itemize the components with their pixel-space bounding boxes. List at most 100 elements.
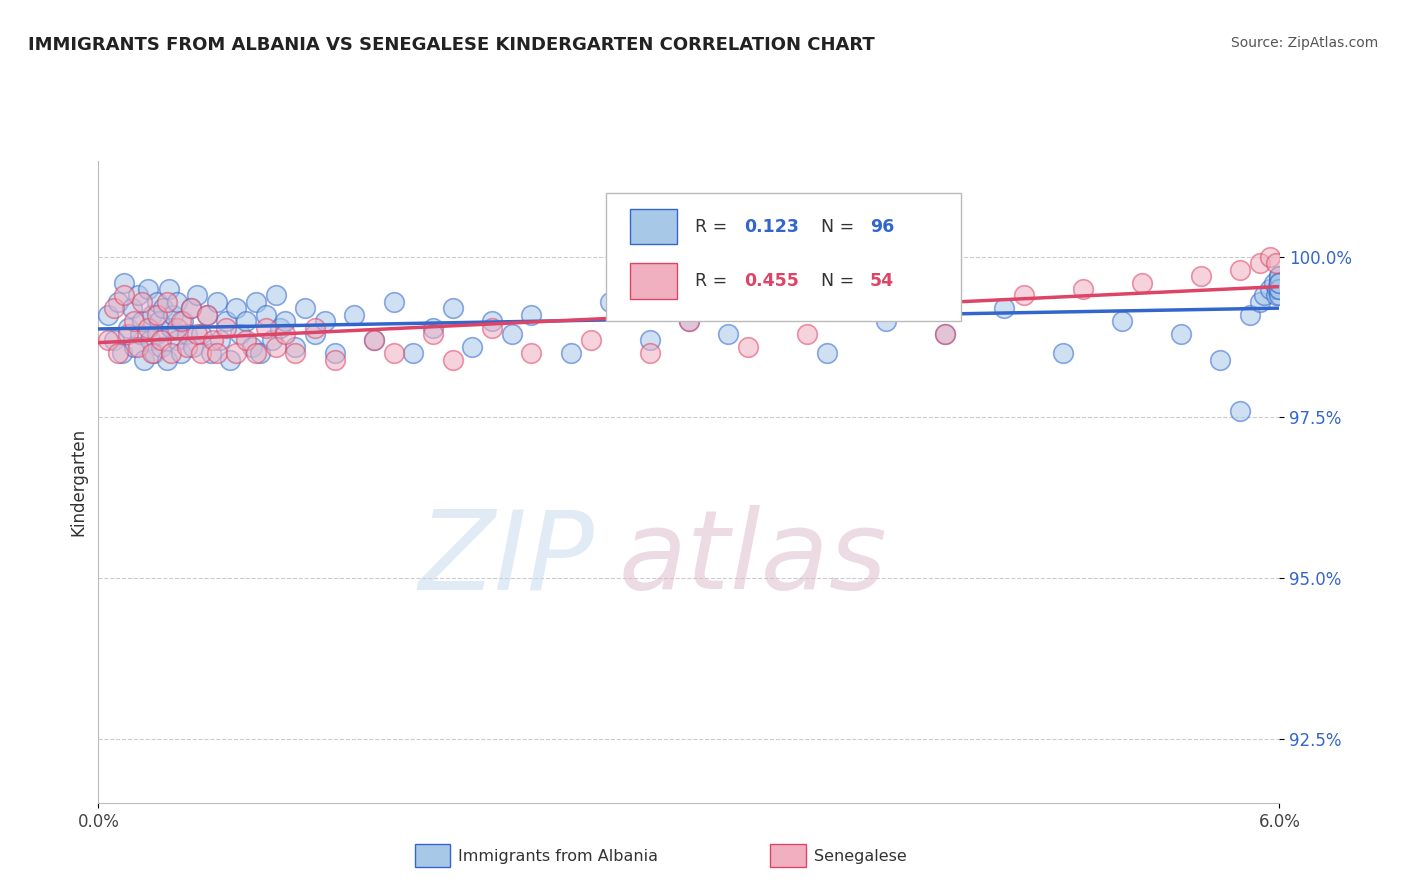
Point bbox=[127, 288, 149, 302]
Point bbox=[294, 301, 316, 316]
Point bbox=[209, 334, 232, 348]
Point bbox=[201, 334, 224, 348]
Point bbox=[97, 334, 120, 348]
Point bbox=[1268, 276, 1291, 290]
Point bbox=[107, 294, 129, 309]
Point bbox=[1268, 276, 1291, 290]
Point bbox=[269, 320, 291, 334]
Point bbox=[225, 301, 247, 316]
Point bbox=[1253, 288, 1275, 302]
Point bbox=[112, 288, 135, 302]
Point bbox=[1268, 288, 1291, 302]
Point bbox=[1268, 282, 1291, 296]
Point bbox=[1170, 326, 1192, 341]
Point bbox=[146, 326, 169, 341]
Point bbox=[170, 346, 193, 360]
Point bbox=[1268, 269, 1291, 284]
Point bbox=[160, 320, 183, 334]
Point bbox=[993, 301, 1015, 316]
Point bbox=[1258, 250, 1281, 264]
Point bbox=[934, 326, 956, 341]
Point bbox=[122, 340, 145, 354]
Point bbox=[254, 308, 277, 322]
Point bbox=[186, 288, 208, 302]
Text: atlas: atlas bbox=[619, 505, 887, 612]
Text: R =: R = bbox=[695, 272, 733, 290]
Text: 0.123: 0.123 bbox=[744, 218, 800, 235]
Point bbox=[1189, 269, 1212, 284]
Point bbox=[402, 346, 425, 360]
Point bbox=[176, 340, 198, 354]
Point bbox=[103, 334, 125, 348]
Point bbox=[481, 320, 503, 334]
Point bbox=[160, 346, 183, 360]
Point bbox=[107, 346, 129, 360]
Point bbox=[142, 346, 165, 360]
Point bbox=[146, 308, 169, 322]
Point bbox=[141, 346, 163, 360]
Point bbox=[122, 314, 145, 328]
Bar bbox=[630, 263, 678, 299]
Point bbox=[1268, 276, 1291, 290]
Point bbox=[121, 301, 143, 316]
Point bbox=[1209, 352, 1232, 367]
Point bbox=[382, 346, 405, 360]
Point bbox=[520, 308, 543, 322]
Point bbox=[875, 301, 897, 316]
Point bbox=[148, 314, 170, 328]
Point bbox=[1267, 282, 1289, 296]
Point bbox=[304, 320, 326, 334]
Point bbox=[481, 314, 503, 328]
Point bbox=[245, 294, 267, 309]
Point bbox=[172, 314, 194, 328]
Point bbox=[274, 314, 297, 328]
Point bbox=[1229, 262, 1251, 277]
Point bbox=[638, 346, 661, 360]
Point bbox=[776, 301, 799, 316]
Point bbox=[152, 301, 174, 316]
Point bbox=[520, 346, 543, 360]
Point bbox=[796, 326, 818, 341]
Point bbox=[815, 346, 838, 360]
Point bbox=[195, 308, 218, 322]
Point bbox=[638, 334, 661, 348]
Text: R =: R = bbox=[695, 218, 733, 235]
Point bbox=[200, 346, 222, 360]
Point bbox=[1012, 288, 1035, 302]
Point bbox=[717, 326, 740, 341]
Point bbox=[180, 301, 202, 316]
Point bbox=[127, 340, 149, 354]
Point bbox=[501, 326, 523, 341]
Point bbox=[1268, 269, 1291, 284]
Y-axis label: Kindergarten: Kindergarten bbox=[69, 427, 87, 536]
Point bbox=[678, 314, 700, 328]
Point bbox=[136, 320, 159, 334]
Text: 0.455: 0.455 bbox=[744, 272, 800, 290]
Point bbox=[146, 294, 169, 309]
Point bbox=[240, 340, 263, 354]
Point bbox=[150, 340, 173, 354]
Point bbox=[934, 326, 956, 341]
FancyBboxPatch shape bbox=[606, 193, 960, 321]
Point bbox=[323, 352, 346, 367]
Text: N =: N = bbox=[821, 218, 860, 235]
Text: N =: N = bbox=[821, 272, 860, 290]
Point bbox=[264, 340, 287, 354]
Point bbox=[186, 326, 208, 341]
Point bbox=[97, 308, 120, 322]
Point bbox=[166, 320, 188, 334]
Point bbox=[117, 326, 139, 341]
Point bbox=[205, 294, 228, 309]
Point bbox=[1249, 294, 1271, 309]
Point bbox=[132, 352, 155, 367]
Point bbox=[131, 314, 153, 328]
Point bbox=[579, 334, 602, 348]
Point bbox=[260, 334, 283, 348]
Point bbox=[103, 301, 125, 316]
Point bbox=[150, 334, 173, 348]
Point bbox=[235, 314, 257, 328]
Point bbox=[170, 314, 193, 328]
Text: 96: 96 bbox=[870, 218, 894, 235]
Point bbox=[363, 334, 385, 348]
Point bbox=[235, 334, 257, 348]
